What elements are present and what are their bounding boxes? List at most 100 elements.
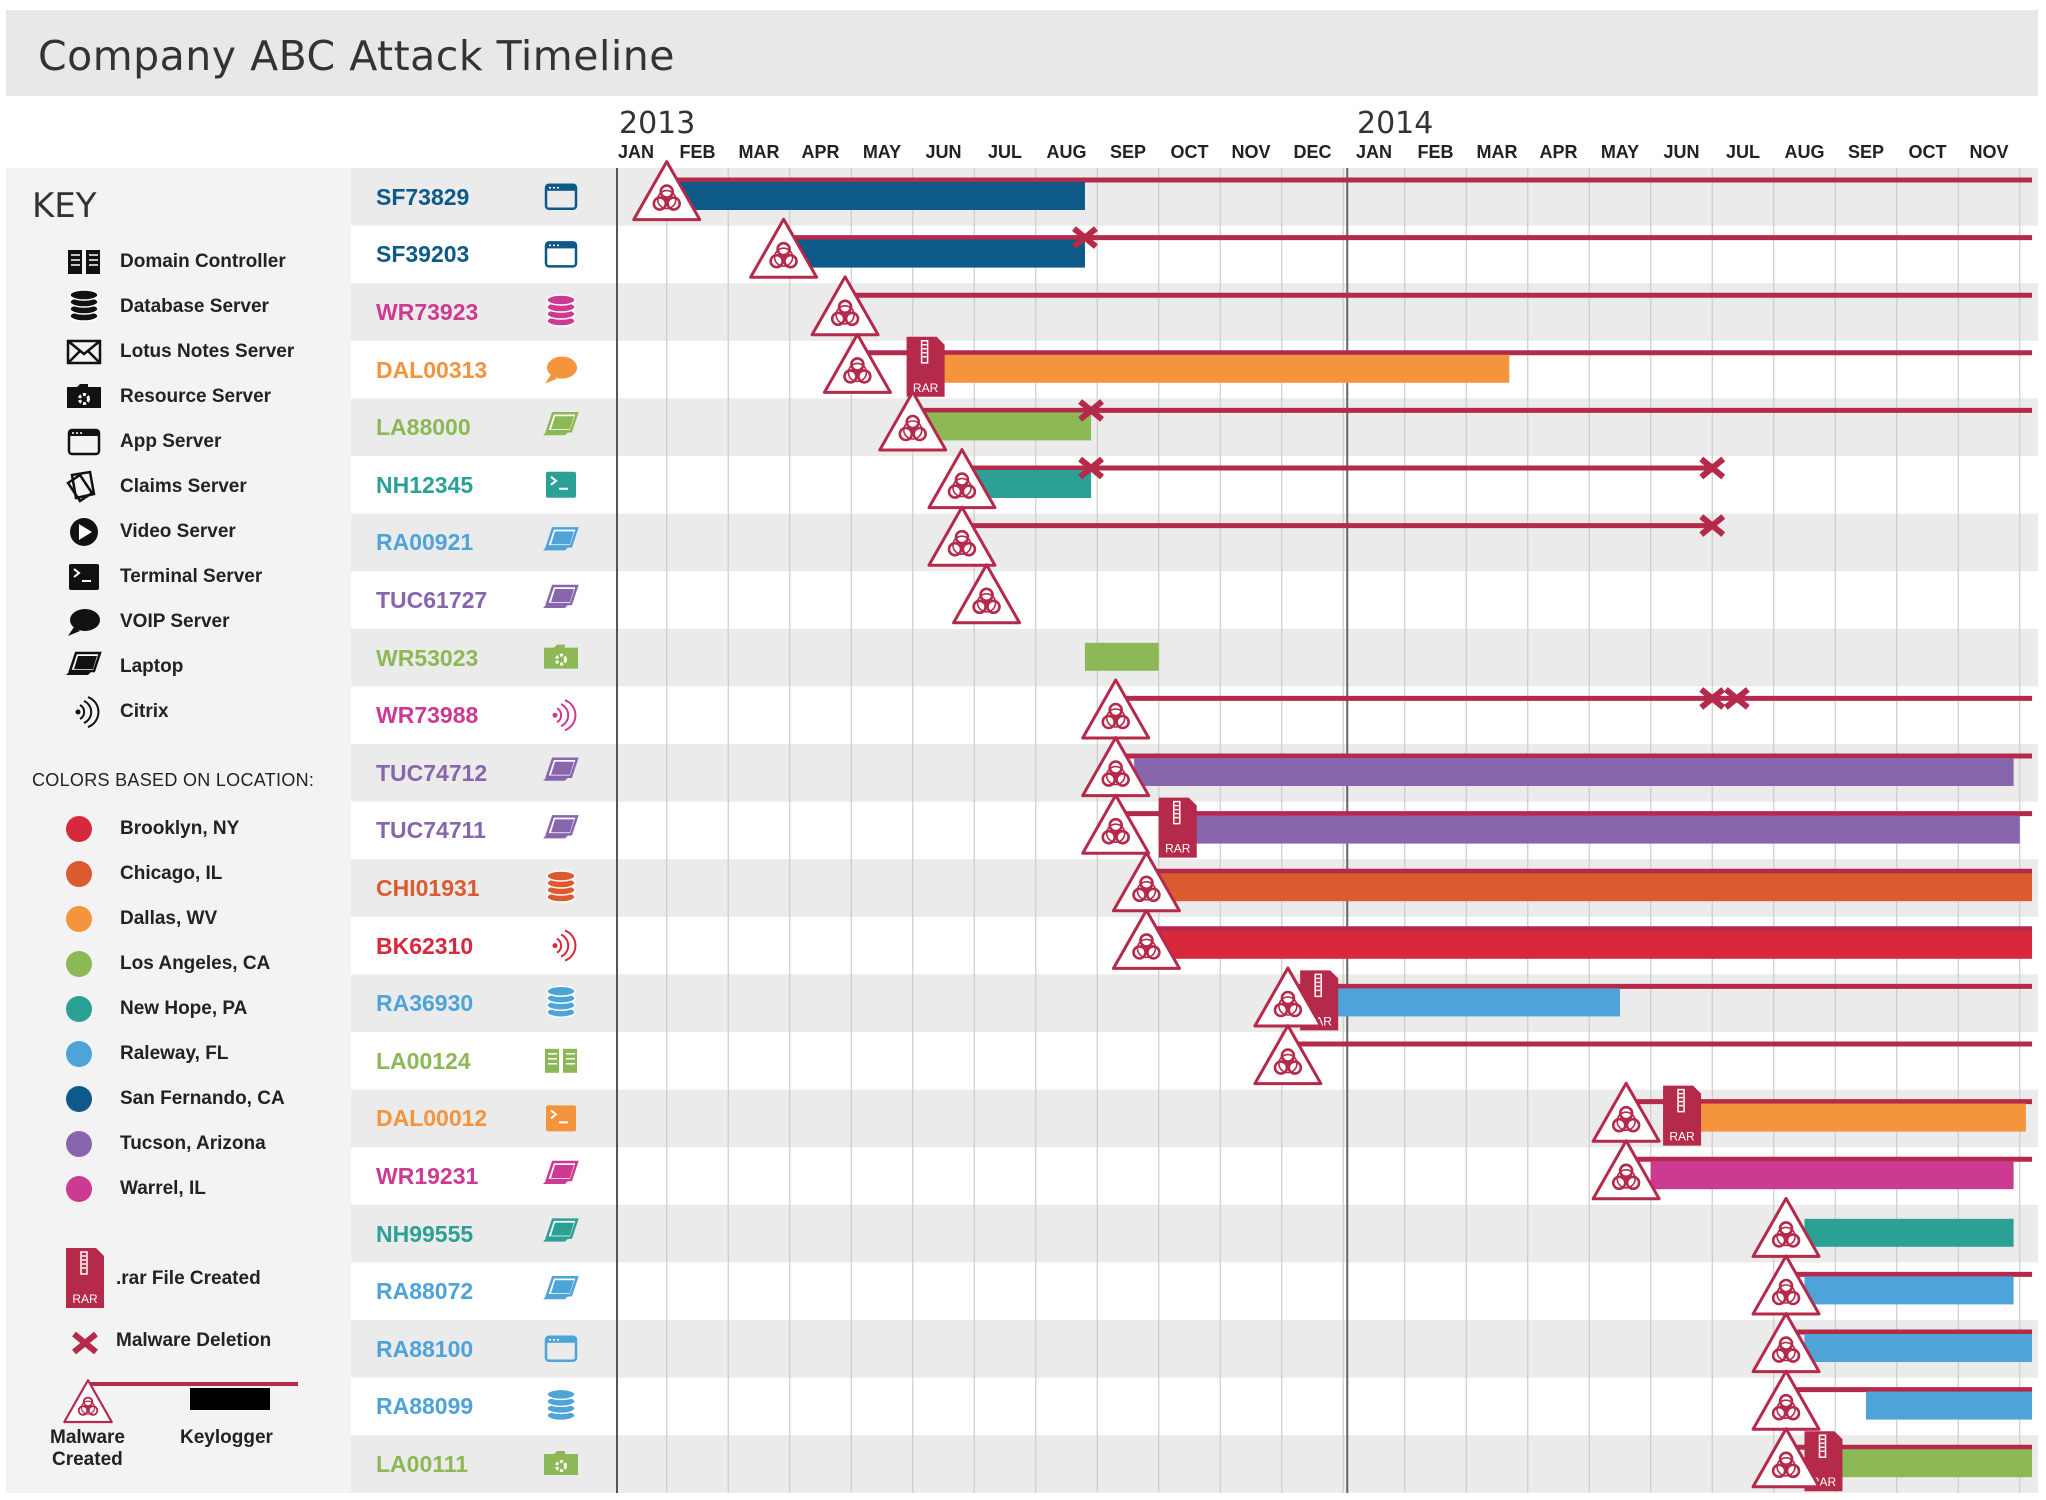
row-label: SF39203 bbox=[376, 241, 470, 268]
folder-gear-icon bbox=[544, 1451, 578, 1475]
row-label: TUC61727 bbox=[376, 587, 488, 613]
key-panel bbox=[6, 168, 351, 1493]
month-label: MAY bbox=[863, 142, 901, 162]
laptop-icon bbox=[66, 651, 102, 675]
app-window-icon bbox=[544, 241, 578, 268]
key-item: Video Server bbox=[64, 514, 236, 550]
malware-created-marker bbox=[63, 1379, 113, 1424]
month-label: APR bbox=[1539, 142, 1577, 162]
database-icon bbox=[69, 289, 99, 322]
month-label: OCT bbox=[1171, 142, 1209, 162]
book-icon bbox=[68, 250, 100, 274]
key-item: Resource Server bbox=[64, 379, 271, 415]
key-item-label: App Server bbox=[120, 431, 222, 452]
key-heading: KEY bbox=[32, 186, 97, 226]
location-item: New Hope, PA bbox=[66, 994, 247, 1024]
envelope-icon bbox=[66, 339, 102, 365]
malware-created-marker bbox=[810, 275, 880, 337]
keylogger-bar bbox=[1681, 1103, 2026, 1132]
month-label: NOV bbox=[1969, 142, 2008, 162]
folder-gear-icon bbox=[544, 644, 578, 669]
speech-bubble-icon bbox=[545, 356, 577, 384]
row-label: TUC74712 bbox=[376, 759, 488, 786]
laptop-icon bbox=[543, 757, 579, 781]
key-item: Database Server bbox=[64, 289, 269, 325]
row-band bbox=[351, 974, 2038, 1032]
key-item-label: VOIP Server bbox=[120, 611, 230, 632]
row-label: BK62310 bbox=[376, 932, 474, 959]
key-item: Laptop bbox=[64, 649, 183, 685]
key-item-label: Lotus Notes Server bbox=[120, 341, 295, 362]
database-icon bbox=[546, 294, 576, 327]
row-label: WR73988 bbox=[376, 702, 479, 729]
month-label: JUL bbox=[1726, 142, 1760, 162]
malware-created-marker bbox=[1111, 851, 1181, 913]
location-color-dot bbox=[66, 816, 92, 842]
location-heading: COLORS BASED ON LOCATION: bbox=[32, 770, 315, 790]
row-label: LA00111 bbox=[376, 1451, 469, 1477]
malware-created-marker bbox=[1591, 1139, 1661, 1201]
keylogger-bar bbox=[789, 239, 1085, 268]
keylogger-bar bbox=[1084, 642, 1159, 671]
row-label: TUC74711 bbox=[376, 817, 486, 844]
keylogger-bar bbox=[918, 412, 1092, 441]
location-label: New Hope, PA bbox=[120, 998, 248, 1019]
svg-text:RAR: RAR bbox=[72, 1292, 98, 1306]
malware-deletion-marker bbox=[1699, 687, 1726, 710]
deletion-label: Malware Deletion bbox=[116, 1330, 272, 1351]
malware-created-marker bbox=[632, 160, 702, 222]
svg-text:RAR: RAR bbox=[1669, 1130, 1695, 1144]
location-item: Chicago, IL bbox=[66, 859, 222, 889]
malware-created-marker bbox=[749, 217, 819, 279]
location-label: Dallas, WV bbox=[120, 908, 218, 929]
malware-created-label-2: Created bbox=[52, 1449, 123, 1470]
location-label: Raleway, FL bbox=[120, 1043, 229, 1064]
keylogger-bar bbox=[1312, 988, 1620, 1017]
keylogger-bar bbox=[1134, 758, 2014, 786]
row-label: LA00124 bbox=[376, 1047, 471, 1074]
svg-text:RAR: RAR bbox=[1165, 842, 1191, 856]
location-item: Dallas, WV bbox=[66, 904, 217, 934]
timeline-header bbox=[6, 96, 2038, 169]
location-color-dot bbox=[66, 1041, 92, 1067]
malware-created-marker bbox=[927, 505, 997, 567]
key-item-label: Database Server bbox=[120, 296, 269, 317]
database-icon bbox=[546, 870, 576, 903]
key-item-label: Claims Server bbox=[120, 476, 247, 497]
citrix-icon bbox=[75, 696, 100, 728]
key-item: Claims Server bbox=[64, 469, 247, 505]
month-label: JUN bbox=[925, 142, 961, 162]
laptop-icon bbox=[543, 815, 579, 839]
year-label: 2013 bbox=[619, 106, 695, 141]
keylogger-bar bbox=[1804, 1218, 2014, 1247]
row-band bbox=[351, 283, 2038, 341]
month-label: MAR bbox=[1477, 142, 1518, 162]
malware-created-marker bbox=[878, 390, 948, 452]
app-window-icon bbox=[67, 428, 101, 456]
rar-file-marker: RAR bbox=[906, 336, 945, 397]
key-item: Lotus Notes Server bbox=[64, 334, 294, 370]
row-label: NH99555 bbox=[376, 1220, 474, 1247]
row-label: RA88072 bbox=[376, 1278, 474, 1305]
rar-file-icon: RAR bbox=[66, 1248, 104, 1308]
key-item-label: Terminal Server bbox=[120, 566, 263, 587]
malware-created-marker bbox=[1081, 678, 1151, 740]
month-label: MAY bbox=[1601, 142, 1639, 162]
row-label: SF73829 bbox=[376, 183, 470, 210]
key-item-label: Resource Server bbox=[120, 386, 272, 407]
location-color-dot bbox=[66, 1131, 92, 1157]
database-icon bbox=[546, 985, 576, 1018]
app-window-icon bbox=[544, 183, 578, 211]
key-item: VOIP Server bbox=[64, 604, 230, 640]
row-label: RA88099 bbox=[376, 1393, 474, 1420]
keylogger-bar bbox=[1804, 1334, 2033, 1362]
malware-created-marker bbox=[1253, 1024, 1323, 1086]
key-item-label: Domain Controller bbox=[120, 251, 286, 272]
malware-deletion-marker bbox=[1072, 226, 1098, 249]
keylogger-bar bbox=[1650, 1161, 2014, 1190]
keylogger-bar bbox=[1822, 1449, 2033, 1478]
location-color-dot bbox=[66, 1176, 92, 1202]
location-item: Los Angeles, CA bbox=[66, 949, 270, 979]
keylogger-bar bbox=[672, 182, 1085, 210]
